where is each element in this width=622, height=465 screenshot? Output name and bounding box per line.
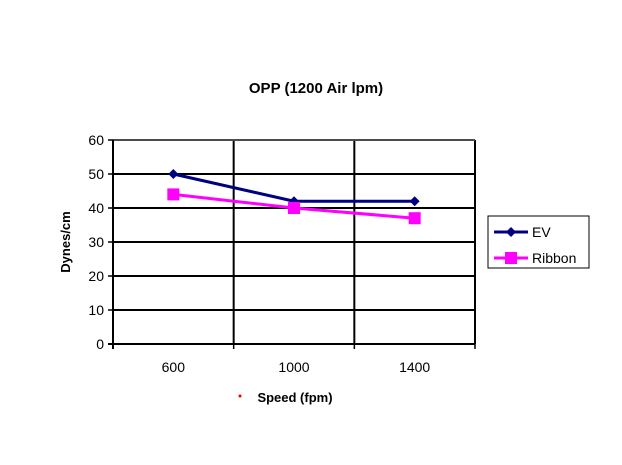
data-point xyxy=(409,196,420,207)
series xyxy=(167,169,421,225)
y-tick-label: 20 xyxy=(88,268,104,284)
axes: 0 10 20 30 40 50 60 600 1000 1400 xyxy=(88,132,476,375)
data-point xyxy=(167,188,180,201)
y-tick-label: 30 xyxy=(88,234,104,250)
y-tick-label: 50 xyxy=(88,166,104,182)
data-point xyxy=(288,202,300,214)
data-point xyxy=(408,212,421,225)
legend: EV Ribbon xyxy=(487,215,590,269)
x-label-marker xyxy=(238,394,242,398)
chart-title: OPP (1200 Air lpm) xyxy=(249,80,383,97)
x-tick-label: 1000 xyxy=(278,359,309,375)
grid xyxy=(113,139,476,344)
y-axis-label: Dynes/cm xyxy=(58,211,73,272)
data-point xyxy=(168,169,179,179)
x-tick-label: 1400 xyxy=(399,359,430,375)
data-point xyxy=(505,252,517,264)
x-tick-label: 600 xyxy=(162,359,186,375)
y-tick-label: 10 xyxy=(88,302,104,318)
x-axis-label: Speed (fpm) xyxy=(257,390,332,405)
legend-label: Ribbon xyxy=(532,250,576,266)
y-tick-label: 60 xyxy=(88,132,104,148)
legend-label: EV xyxy=(532,224,551,240)
y-tick-label: 40 xyxy=(88,200,104,216)
y-tick-label: 0 xyxy=(96,336,104,352)
data-point xyxy=(506,227,516,237)
